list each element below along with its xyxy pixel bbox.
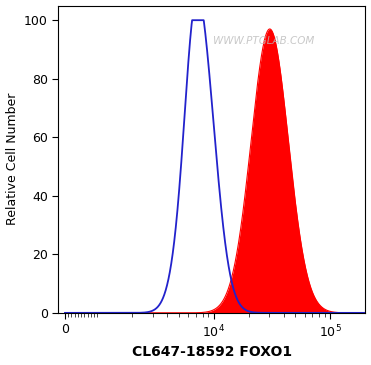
Text: WWW.PTGLAB.COM: WWW.PTGLAB.COM: [213, 36, 315, 46]
X-axis label: CL647-18592 FOXO1: CL647-18592 FOXO1: [132, 345, 292, 360]
Y-axis label: Relative Cell Number: Relative Cell Number: [6, 93, 19, 226]
